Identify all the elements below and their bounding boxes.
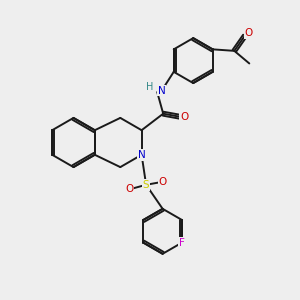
Text: O: O (158, 177, 167, 187)
Text: F: F (179, 238, 185, 248)
Text: O: O (125, 184, 134, 194)
Text: S: S (143, 180, 149, 190)
Text: N: N (158, 85, 166, 96)
Text: O: O (180, 112, 188, 122)
Text: O: O (244, 28, 253, 38)
Text: N: N (138, 150, 146, 160)
Text: H: H (146, 82, 153, 92)
